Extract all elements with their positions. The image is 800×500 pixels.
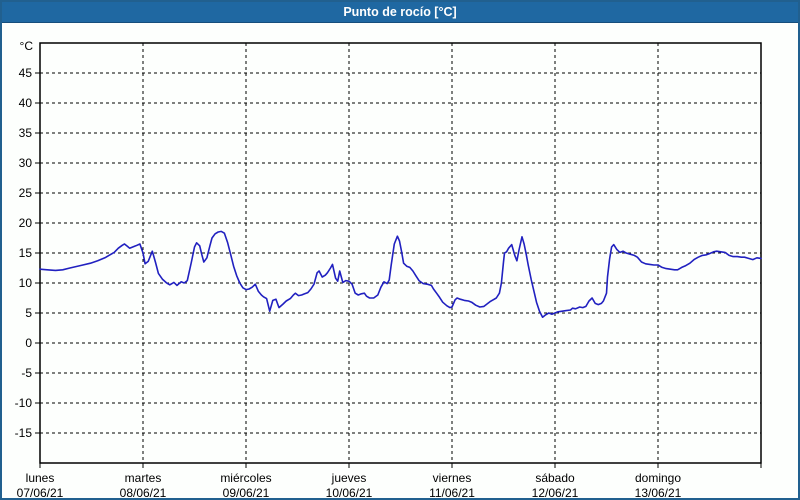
x-day-date-label: 10/06/21 [326, 486, 373, 499]
x-day-date-label: 12/06/21 [532, 486, 579, 499]
y-tick-label: 35 [19, 126, 33, 140]
y-tick-label: 15 [19, 246, 33, 260]
x-day-name-label: miércoles [220, 471, 271, 485]
y-tick-label: 10 [19, 276, 33, 290]
x-day-name-label: viernes [433, 471, 472, 485]
chart-title: Punto de rocío [°C] [343, 5, 457, 19]
chart-title-bar: Punto de rocío [°C] [2, 2, 798, 23]
y-tick-label: 45 [19, 66, 33, 80]
y-tick-label: 25 [19, 186, 33, 200]
y-tick-label: 40 [19, 96, 33, 110]
x-day-name-label: martes [125, 471, 162, 485]
y-tick-label: 5 [25, 306, 32, 320]
dew-point-series [39, 230, 762, 319]
plot-border [39, 42, 762, 464]
x-day-date-label: 09/06/21 [223, 486, 270, 499]
y-tick-label: -15 [15, 426, 33, 440]
y-tick-label: 20 [19, 216, 33, 230]
x-day-date-label: 13/06/21 [635, 486, 682, 499]
y-tick-label: 30 [19, 156, 33, 170]
y-axis-unit-label: °C [20, 39, 34, 53]
x-day-name-label: jueves [331, 471, 367, 485]
x-day-name-label: domingo [635, 471, 681, 485]
y-tick-label: 0 [25, 336, 32, 350]
y-tick-label: -10 [15, 396, 33, 410]
y-tick-label: -5 [21, 366, 32, 380]
x-day-name-label: sábado [535, 471, 575, 485]
x-day-date-label: 11/06/21 [429, 486, 475, 499]
x-day-date-label: 07/06/21 [17, 486, 64, 499]
x-day-date-label: 08/06/21 [120, 486, 167, 499]
dew-point-line-chart: 45 40 35 30 25 20 15 10 5 0 -5 -10 -15 °C lunes07/06/2… [15, 39, 762, 499]
x-day-name-label: lunes [26, 471, 55, 485]
